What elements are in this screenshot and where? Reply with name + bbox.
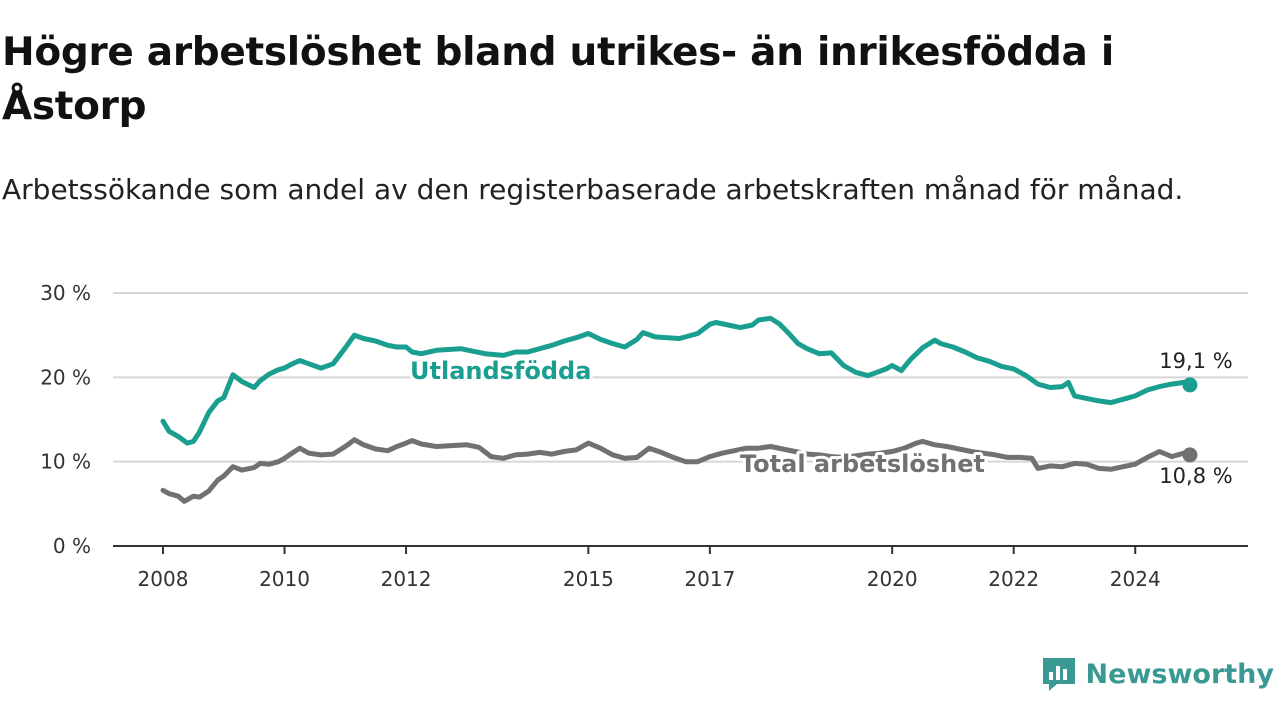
series-end-value: 10,8 %	[1159, 464, 1232, 488]
x-tick-label: 2024	[1110, 567, 1161, 591]
series-lines	[160, 315, 1198, 504]
y-tick-label: 0 %	[53, 534, 91, 558]
y-tick-label: 30 %	[40, 281, 91, 305]
x-tick-label: 2020	[867, 567, 918, 591]
x-tick-label: 2008	[138, 567, 189, 591]
x-tick-label: 2022	[988, 567, 1039, 591]
x-tick-label: 2010	[259, 567, 310, 591]
x-axis: 2008 2010 2012 2015 2017 2020 2022 2024	[113, 545, 1248, 591]
series-label: Total arbetslöshet	[740, 450, 985, 478]
brand[interactable]: Newsworthy	[1040, 652, 1274, 696]
y-tick-label: 20 %	[40, 365, 91, 389]
series-labels: Utlandsfödda 19,1 % Total arbetslöshet 10,8…	[407, 347, 1235, 490]
series-label: Utlandsfödda	[410, 357, 591, 385]
y-axis-ticks: 0 % 10 % 20 % 30 %	[40, 281, 91, 558]
series-end-point	[1182, 447, 1198, 463]
chart-title: Högre arbetslöshet bland utrikes- än inr…	[2, 30, 1114, 129]
series-line	[160, 437, 1193, 504]
newsworthy-logo-icon	[1042, 658, 1075, 691]
series-end-value: 19,1 %	[1159, 349, 1232, 373]
x-tick-label: 2012	[381, 567, 432, 591]
series-line	[160, 315, 1193, 446]
line-chart: 0 % 10 % 20 % 30 % 2008 2010 2012 2015 2017 2020…	[40, 281, 1248, 591]
y-tick-label: 10 %	[40, 450, 91, 474]
x-tick-label: 2017	[684, 567, 735, 591]
series-end-point	[1182, 377, 1198, 393]
brand-name: Newsworthy	[1085, 658, 1274, 690]
chart-subtitle: Arbetssökande som andel av den registerb…	[2, 173, 1184, 206]
x-tick-label: 2015	[563, 567, 614, 591]
gridlines	[113, 292, 1248, 463]
